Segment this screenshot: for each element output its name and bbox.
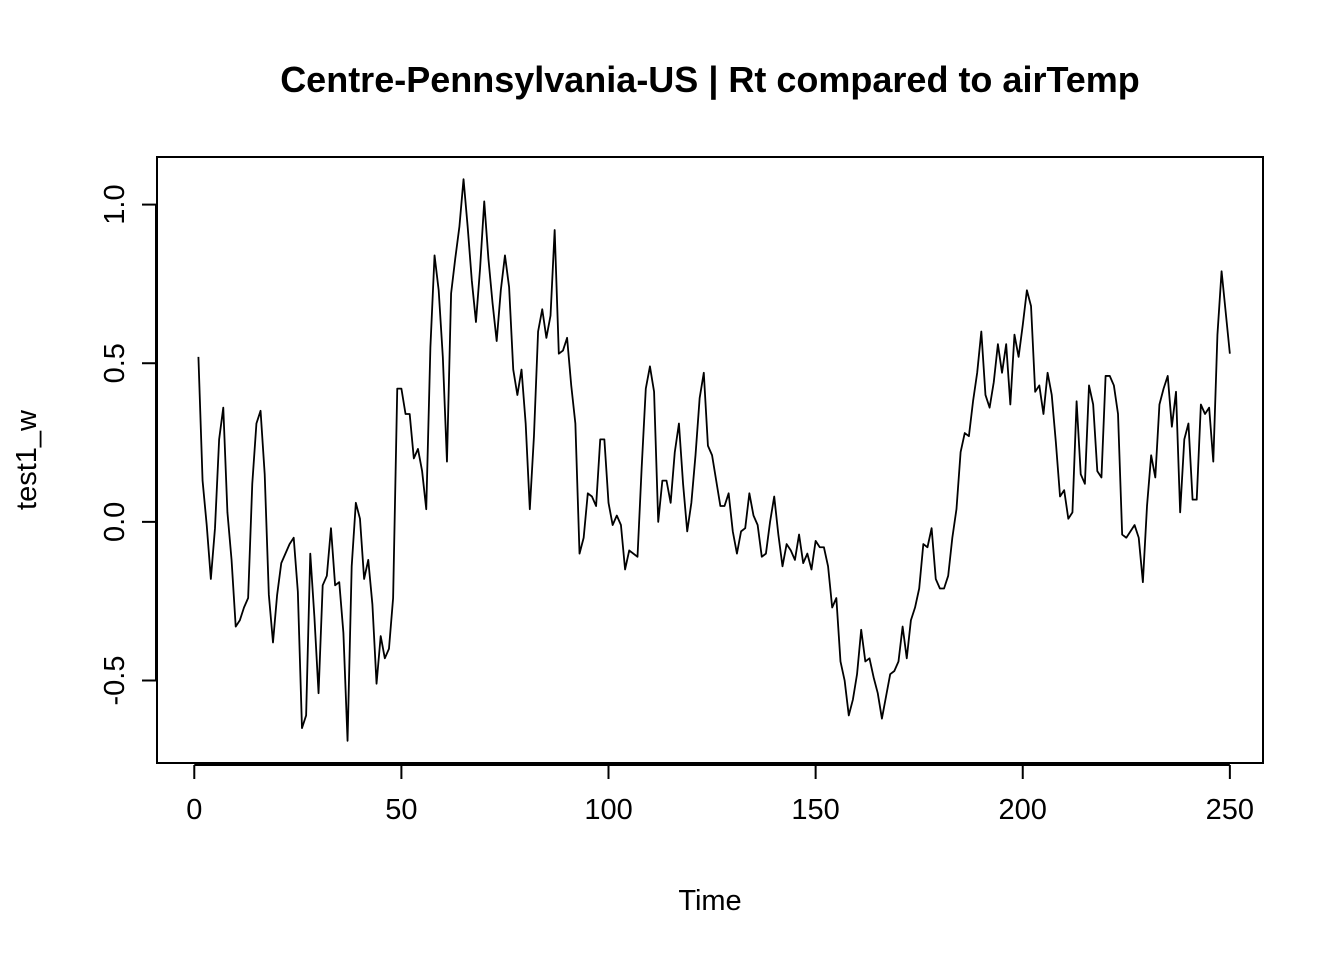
x-tick-label: 50 bbox=[385, 794, 417, 826]
x-tick-label: 200 bbox=[999, 794, 1047, 826]
x-tick-label: 150 bbox=[791, 794, 839, 826]
x-axis: 0 50 100 150 200 250 bbox=[186, 764, 1254, 826]
y-tick-label: 0.5 bbox=[99, 343, 131, 383]
x-axis-label: Time bbox=[678, 885, 741, 917]
y-tick-label: 1.0 bbox=[99, 184, 131, 224]
y-tick-label: 0.0 bbox=[99, 502, 131, 542]
y-axis-label: test1_w bbox=[11, 409, 43, 510]
y-axis: -0.5 0.0 0.5 1.0 bbox=[99, 184, 157, 706]
x-tick-label: 0 bbox=[186, 794, 202, 826]
chart-title: Centre-Pennsylvania-US | Rt compared to … bbox=[280, 59, 1140, 101]
x-tick-label: 250 bbox=[1206, 794, 1254, 826]
x-tick-label: 100 bbox=[584, 794, 632, 826]
series-line bbox=[197, 178, 1231, 742]
y-tick-label: -0.5 bbox=[99, 656, 131, 706]
